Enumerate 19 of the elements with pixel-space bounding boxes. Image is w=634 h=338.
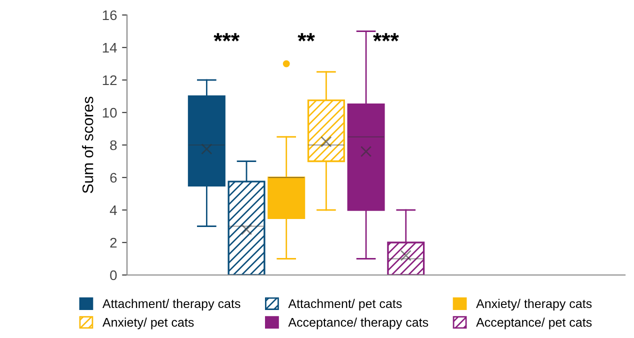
legend-label: Acceptance/ therapy cats [288,318,428,330]
annotation: *** [373,33,399,42]
y-tick-label: 0 [110,270,117,280]
y-axis-title: Sum of scores [82,96,94,194]
y-tick-label: 4 [110,205,117,216]
y-tick-label: 14 [102,42,117,53]
y-tick-label: 8 [110,140,117,150]
y-tick-label: 12 [102,75,117,86]
y-tick-label: 6 [110,172,117,183]
legend-label: Attachment/ therapy cats [102,298,240,311]
legend-label: Attachment/ pet cats [288,298,402,311]
y-tick-label: 2 [110,238,117,248]
y-tick-label: 10 [102,108,117,118]
annotation: ** [298,33,315,42]
annotation: *** [214,33,240,42]
legend-label: Acceptance/ pet cats [476,318,592,330]
y-tick-label: 16 [102,10,117,20]
legend-label: Anxiety/ therapy cats [476,298,592,311]
legend-label: Anxiety/ pet cats [102,318,194,330]
